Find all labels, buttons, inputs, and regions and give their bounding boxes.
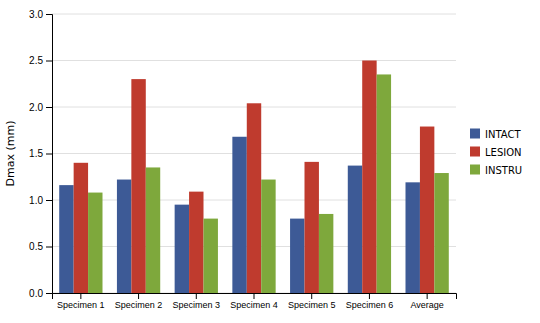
bar xyxy=(204,219,218,293)
tick-mark xyxy=(46,247,52,248)
tick-label: Specimen 6 xyxy=(346,300,394,310)
tick: 1.0 xyxy=(29,195,52,206)
tick-mark xyxy=(46,61,52,62)
x-axis: Specimen 1 Specimen 2 Specimen 3 Specimen 4… xyxy=(53,293,457,310)
tick-mark xyxy=(138,293,139,299)
tick: Specimen 4 xyxy=(230,293,278,310)
legend: INTACT LESION INSTRU xyxy=(470,129,522,176)
tick-mark xyxy=(80,293,81,299)
legend-label: LESION xyxy=(485,147,522,158)
bar xyxy=(131,79,145,293)
bars xyxy=(59,61,449,294)
bar-series xyxy=(74,61,435,294)
tick: Average xyxy=(410,293,443,310)
tick-mark xyxy=(369,293,370,299)
tick-label: Specimen 3 xyxy=(173,300,221,310)
legend-swatch xyxy=(470,147,480,157)
tick-label: Average xyxy=(410,300,443,310)
axis-line xyxy=(46,15,53,294)
tick-label: 2.0 xyxy=(29,102,43,113)
tick-mark xyxy=(254,293,255,299)
bar xyxy=(189,192,203,293)
tick-label: 1.5 xyxy=(29,148,43,159)
tick: 3.0 xyxy=(29,9,52,20)
tick-label: 1.0 xyxy=(29,195,43,206)
bar xyxy=(434,173,448,293)
bar xyxy=(290,219,304,293)
plot: 0.00.51.01.52.02.53.0Specimen 1Specimen … xyxy=(29,9,456,311)
tick: Specimen 3 xyxy=(173,293,221,310)
grid-line xyxy=(52,60,456,61)
axis-line xyxy=(53,294,457,300)
tick-mark xyxy=(427,293,428,299)
bar xyxy=(88,193,102,293)
tick: 0.0 xyxy=(29,288,52,299)
tick-mark xyxy=(196,293,197,299)
tick: 0.5 xyxy=(29,241,52,252)
legend-swatch xyxy=(470,129,480,139)
legend-item: INTACT xyxy=(470,129,521,140)
tick-mark xyxy=(46,293,52,294)
bar xyxy=(305,162,319,293)
y-axis-title: Dmax (mm) xyxy=(4,121,17,187)
legend-swatch xyxy=(470,165,480,175)
tick-label: Specimen 1 xyxy=(57,300,105,310)
bar xyxy=(420,127,434,293)
bar xyxy=(146,167,160,293)
bar xyxy=(232,137,246,293)
tick-mark xyxy=(46,200,52,201)
legend-item: INSTRU xyxy=(470,165,522,176)
bar xyxy=(406,182,420,293)
bar xyxy=(348,166,362,293)
chart: 0.00.51.01.52.02.53.0Specimen 1Specimen … xyxy=(0,0,540,323)
bar xyxy=(319,214,333,293)
legend-label: INTACT xyxy=(485,129,521,140)
tick-label: 3.0 xyxy=(29,9,43,20)
grid-line xyxy=(52,14,456,15)
tick: Specimen 5 xyxy=(288,293,336,310)
bar xyxy=(362,61,376,294)
tick: Specimen 1 xyxy=(57,293,105,310)
bar xyxy=(175,205,189,293)
tick: 2.5 xyxy=(29,55,52,66)
tick-label: Specimen 4 xyxy=(230,300,278,310)
bar xyxy=(377,74,391,293)
bar xyxy=(247,103,261,293)
tick-label: Specimen 2 xyxy=(115,300,163,310)
tick-label: 0.0 xyxy=(29,288,43,299)
tick-label: 2.5 xyxy=(29,55,43,66)
legend-item: LESION xyxy=(470,147,522,158)
tick-label: Specimen 5 xyxy=(288,300,336,310)
grid xyxy=(52,14,456,293)
tick: 2.0 xyxy=(29,102,52,113)
tick-mark xyxy=(46,154,52,155)
bar xyxy=(261,180,275,293)
tick-mark xyxy=(46,14,52,15)
bar-series xyxy=(88,74,449,293)
tick: Specimen 6 xyxy=(346,293,394,310)
tick-mark xyxy=(311,293,312,299)
tick-label: 0.5 xyxy=(29,241,43,252)
legend-label: INSTRU xyxy=(485,165,522,176)
tick: 1.5 xyxy=(29,148,52,159)
bar xyxy=(74,163,88,293)
y-axis: 0.0 0.5 1.0 1.5 2.0 2.5 3.0 xyxy=(29,9,52,299)
tick-mark xyxy=(46,107,52,108)
tick: Specimen 2 xyxy=(115,293,163,310)
bar xyxy=(59,185,73,293)
bar xyxy=(117,180,131,293)
